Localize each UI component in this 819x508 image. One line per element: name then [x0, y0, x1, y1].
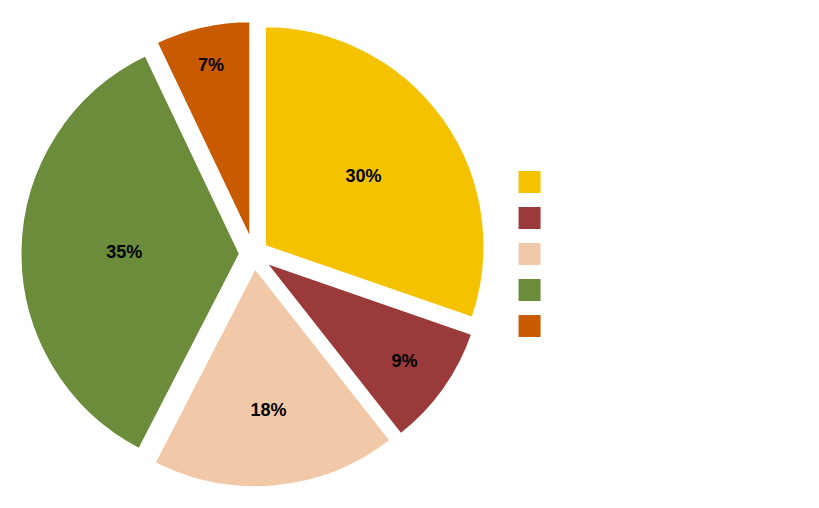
svg-text:35%: 35% — [106, 242, 142, 262]
svg-text:18%: 18% — [251, 400, 287, 420]
svg-text:9%: 9% — [392, 351, 418, 371]
svg-text:30%: 30% — [345, 166, 381, 186]
svg-text:7%: 7% — [198, 55, 224, 75]
